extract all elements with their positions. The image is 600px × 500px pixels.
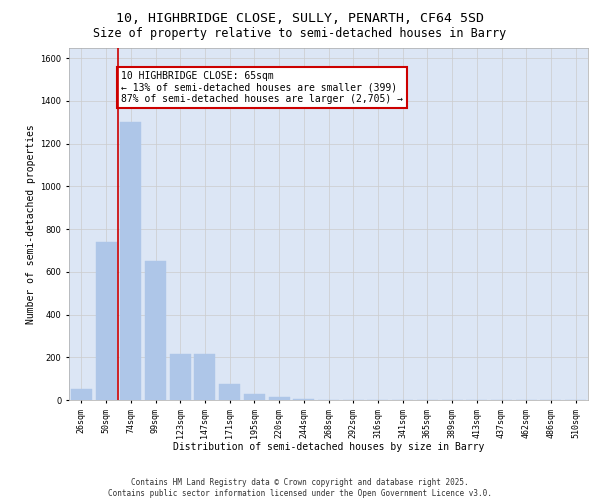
Bar (71, 390, 92, 400)
Bar (120, 122, 141, 400)
Text: 10, HIGHBRIDGE CLOSE, SULLY, PENARTH, CF64 5SD: 10, HIGHBRIDGE CLOSE, SULLY, PENARTH, CF… (116, 12, 484, 26)
Bar (293, 399, 314, 400)
Bar (170, 354, 191, 400)
Bar (219, 384, 240, 400)
Bar (194, 354, 215, 400)
Text: Size of property relative to semi-detached houses in Barry: Size of property relative to semi-detach… (94, 28, 506, 40)
Y-axis label: Number of semi-detached properties: Number of semi-detached properties (26, 124, 36, 324)
X-axis label: Distribution of semi-detached houses by size in Barry: Distribution of semi-detached houses by … (173, 442, 484, 452)
Bar (269, 397, 290, 400)
Bar (145, 261, 166, 400)
Bar (244, 394, 265, 400)
Text: 10 HIGHBRIDGE CLOSE: 65sqm
← 13% of semi-detached houses are smaller (399)
87% o: 10 HIGHBRIDGE CLOSE: 65sqm ← 13% of semi… (121, 71, 403, 104)
Bar (95, 242, 116, 400)
Text: Contains HM Land Registry data © Crown copyright and database right 2025.
Contai: Contains HM Land Registry data © Crown c… (108, 478, 492, 498)
